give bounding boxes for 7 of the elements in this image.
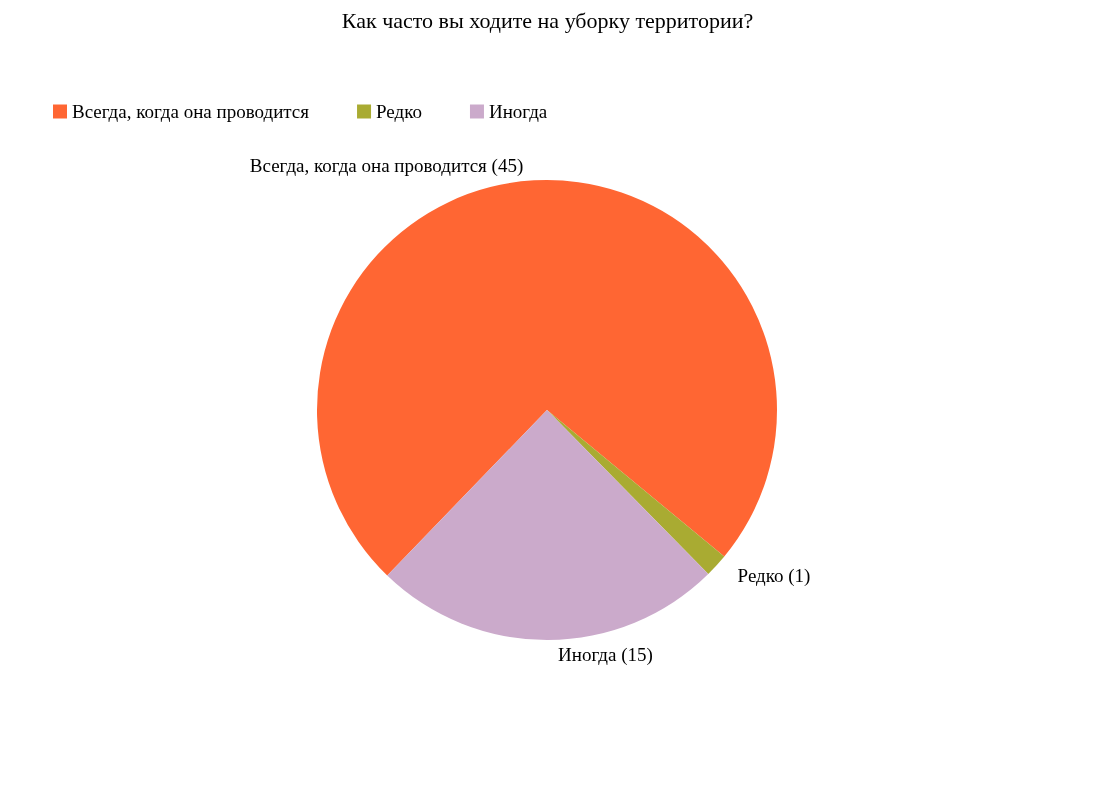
category-label: Редко (1) bbox=[737, 565, 811, 587]
category-label: Иногда (15) bbox=[558, 644, 653, 666]
legend-label: Иногда bbox=[488, 101, 548, 122]
legend-label: Редко bbox=[376, 101, 422, 122]
category-label: Всегда, когда она проводится (45) bbox=[249, 154, 524, 176]
legend-label: Всегда, когда она проводится bbox=[72, 101, 310, 122]
chart-title: Как часто вы ходите на уборку территории? bbox=[341, 7, 754, 33]
